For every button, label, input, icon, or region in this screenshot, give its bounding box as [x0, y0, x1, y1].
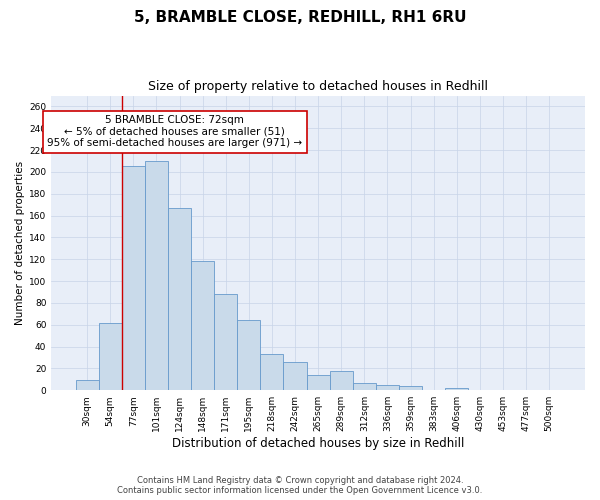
- X-axis label: Distribution of detached houses by size in Redhill: Distribution of detached houses by size …: [172, 437, 464, 450]
- Bar: [191, 262, 214, 390]
- Bar: [376, 385, 399, 390]
- Bar: [214, 294, 237, 390]
- Bar: [168, 208, 191, 390]
- Bar: [307, 375, 329, 390]
- Bar: [122, 166, 145, 390]
- Bar: [76, 380, 98, 390]
- Bar: [329, 370, 353, 390]
- Title: Size of property relative to detached houses in Redhill: Size of property relative to detached ho…: [148, 80, 488, 93]
- Text: 5 BRAMBLE CLOSE: 72sqm
← 5% of detached houses are smaller (51)
95% of semi-deta: 5 BRAMBLE CLOSE: 72sqm ← 5% of detached …: [47, 115, 302, 148]
- Bar: [445, 388, 469, 390]
- Bar: [399, 386, 422, 390]
- Bar: [283, 362, 307, 390]
- Y-axis label: Number of detached properties: Number of detached properties: [15, 161, 25, 325]
- Bar: [260, 354, 283, 390]
- Bar: [237, 320, 260, 390]
- Bar: [145, 161, 168, 390]
- Bar: [353, 382, 376, 390]
- Bar: [98, 322, 122, 390]
- Text: Contains HM Land Registry data © Crown copyright and database right 2024.
Contai: Contains HM Land Registry data © Crown c…: [118, 476, 482, 495]
- Text: 5, BRAMBLE CLOSE, REDHILL, RH1 6RU: 5, BRAMBLE CLOSE, REDHILL, RH1 6RU: [134, 10, 466, 25]
